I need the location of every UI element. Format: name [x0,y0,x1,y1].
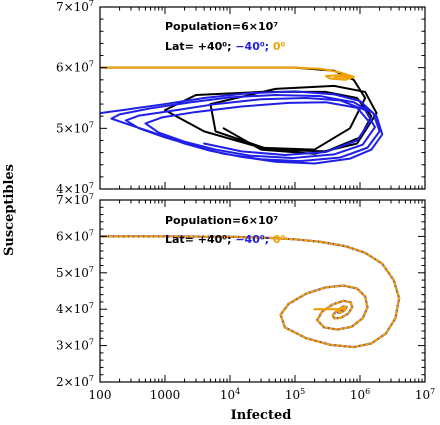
y-tick-label: 7×107 [56,0,94,14]
population-annotation: Population=6×10⁷ [165,20,278,33]
latitude-annotation: Lat= +40⁰; −40⁰; 0⁰ [165,233,286,246]
bottom-panel: 2×107 3×107 4×107 5×107 6×107 7×107 100 1000 104… [56,192,435,402]
y-axis-title: Susceptibles [2,164,17,256]
y-tick-label: 4×107 [56,181,94,196]
plot-frame [99,199,426,383]
x-tick-label: 105 [285,387,305,402]
x-tick-label: 1000 [150,388,181,402]
y-tick-label: 3×107 [56,338,94,353]
y-tick-label: 5×107 [56,120,94,135]
latitude-label-0: +40⁰; [198,40,236,53]
series-group [100,235,401,349]
series-line-0 [100,235,401,349]
series-group [100,66,384,165]
y-tick-label: 6×107 [56,228,94,243]
latitude-label-0: +40⁰; [198,233,236,246]
plot-frame [99,6,426,190]
series-line-1 [100,66,355,81]
top-panel: 4×107 5×107 6×107 7×107 Population=6×10⁷ Lat=… [56,0,426,196]
x-tick-label: 107 [415,387,435,402]
series-line-1 [100,235,401,349]
y-tick-label: 6×107 [56,60,94,75]
population-annotation: Population=6×10⁷ [165,214,278,227]
x-axis-title: Infected [231,408,292,423]
latitude-annotation: Lat= +40⁰; −40⁰; 0⁰ [165,40,286,53]
latitude-label-1: −40⁰; [235,40,273,53]
y-tick-label: 5×107 [56,265,94,280]
latitude-label-2: 0⁰ [273,40,286,53]
y-tick-label: 2×107 [56,374,94,389]
y-tick-label: 4×107 [56,301,94,316]
latitude-label-2: 0⁰ [273,233,286,246]
x-tick-label: 106 [350,387,370,402]
y-tick-label: 7×107 [56,192,94,207]
series-line-2 [100,90,384,165]
latitude-label-1: −40⁰; [235,233,273,246]
x-tick-label: 104 [220,387,240,402]
x-tick-label: 100 [89,388,112,402]
